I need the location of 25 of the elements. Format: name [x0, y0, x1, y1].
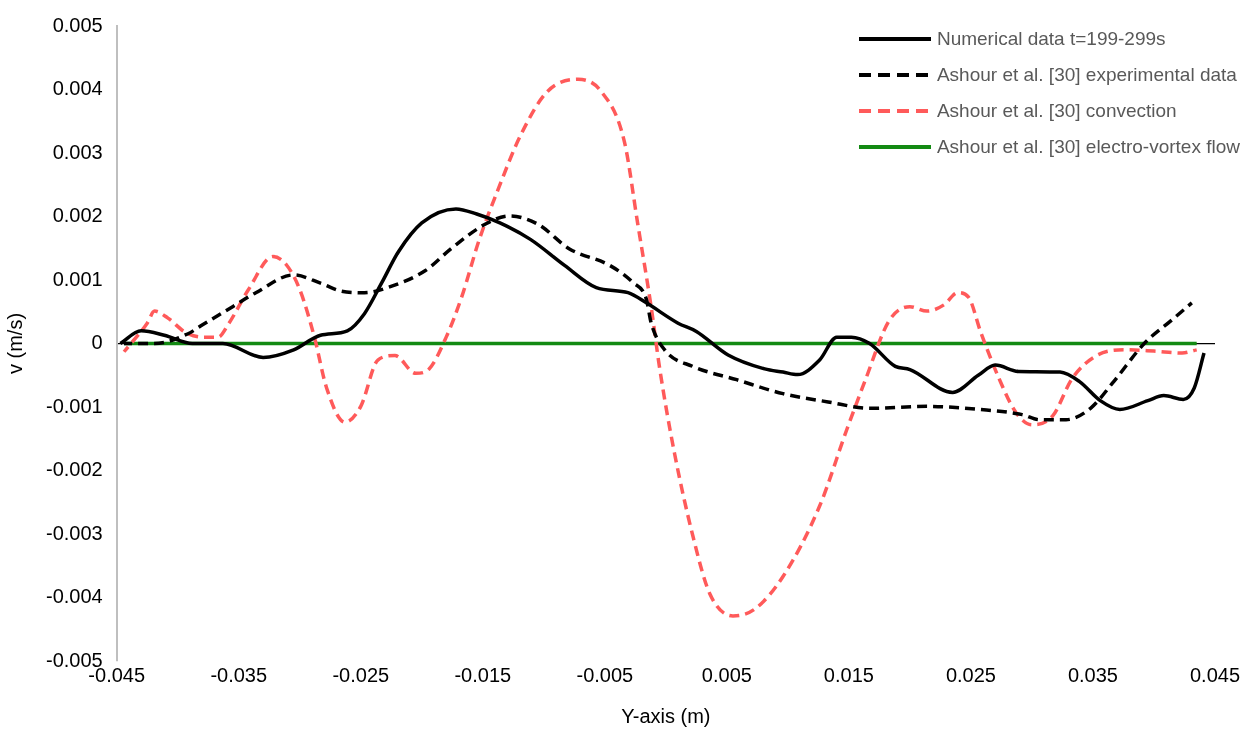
x-tick-label: 0.015	[823, 663, 874, 686]
y-tick-label: 0.004	[52, 77, 103, 100]
x-tick-label: 0.035	[1067, 663, 1118, 686]
y-tick-label: 0.003	[52, 140, 103, 163]
x-tick-label: -0.035	[210, 663, 268, 686]
y-tick-label: -0.003	[45, 521, 103, 544]
y-tick-label: -0.001	[45, 394, 103, 417]
legend-label: Ashour et al. [30] electro-vortex flow	[936, 136, 1240, 158]
y-axis-title: v (m/s)	[3, 312, 26, 375]
y-tick-label: 0.001	[52, 267, 103, 290]
x-tick-label: 0.045	[1189, 663, 1241, 686]
x-tick-label: -0.015	[454, 663, 512, 686]
x-tick-label: 0.005	[701, 663, 752, 686]
y-tick-label: 0.005	[52, 13, 103, 36]
legend-label: Numerical data t=199-299s	[936, 28, 1166, 50]
legend-label: Ashour et al. [30] convection	[936, 100, 1177, 122]
y-tick-label: -0.004	[45, 585, 103, 608]
legend-label: Ashour et al. [30] experimental data	[936, 64, 1237, 86]
y-tick-label: -0.002	[45, 458, 103, 481]
y-tick-label: 0.002	[52, 204, 103, 227]
y-tick-label: 0	[91, 331, 103, 354]
x-tick-label: 0.025	[945, 663, 996, 686]
x-tick-label: -0.005	[576, 663, 634, 686]
x-axis-title: Y-axis (m)	[621, 704, 711, 727]
x-tick-label: -0.025	[332, 663, 390, 686]
